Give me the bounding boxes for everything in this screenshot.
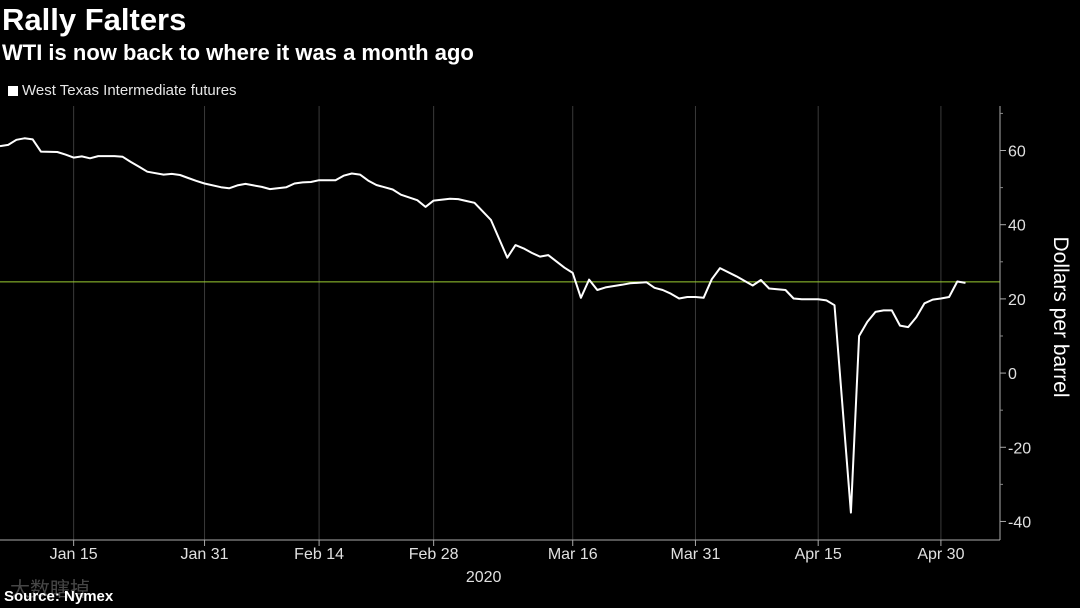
legend-swatch: [8, 85, 18, 96]
y-tick-label: 0: [1008, 366, 1017, 383]
x-tick-label: Mar 16: [548, 546, 598, 563]
watermark: 大数瞎掉: [10, 579, 90, 601]
grid-lines: [73, 106, 942, 540]
x-tick-label: Feb 28: [409, 546, 459, 563]
source-note: Source: Nymex: [4, 588, 114, 605]
axes: [0, 106, 1006, 546]
chart-subtitle: WTI is now back to where it was a month …: [2, 40, 474, 65]
x-tick-label: Feb 14: [294, 546, 344, 563]
y-tick-label: 60: [1008, 144, 1026, 161]
x-tick-label: Jan 15: [50, 546, 98, 563]
x-year-label: 2020: [466, 569, 502, 586]
series-group: [0, 137, 966, 514]
y-axis-title: Dollars per barrel: [1049, 236, 1072, 397]
y-tick-label: 20: [1008, 292, 1026, 309]
y-tick-label: 40: [1008, 218, 1026, 235]
y-tick-label: -40: [1008, 514, 1031, 531]
tick-labels: Jan 15 Jan 31 Feb 14 Feb 28 Mar 16 Mar 31 Apr …: [50, 144, 1072, 586]
legend: West Texas Intermediate futures: [8, 82, 237, 99]
chart-title: Rally Falters: [2, 2, 187, 37]
x-tick-label: Jan 31: [181, 546, 229, 563]
x-tick-label: Apr 30: [917, 546, 964, 563]
x-tick-label: Mar 31: [671, 546, 721, 563]
y-tick-label: -20: [1008, 440, 1031, 457]
legend-label: West Texas Intermediate futures: [22, 82, 237, 99]
series-line-wti: [0, 137, 966, 514]
x-tick-label: Apr 15: [795, 546, 842, 563]
